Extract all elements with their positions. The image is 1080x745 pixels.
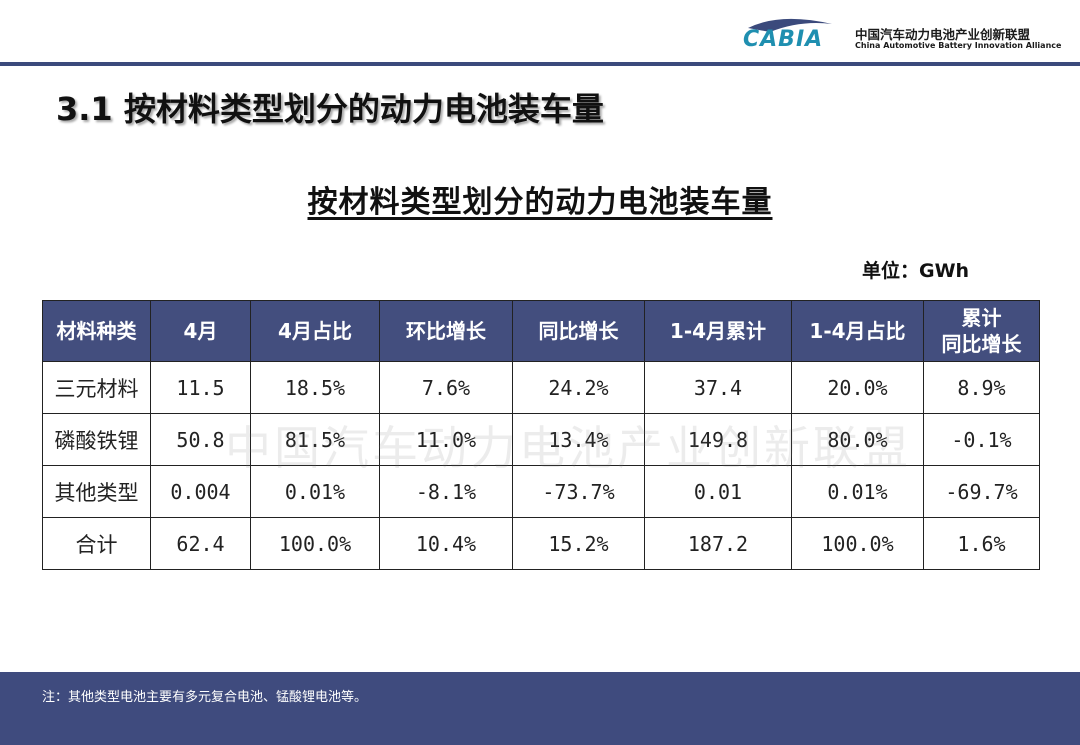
table-cell: 18.5%: [250, 361, 380, 414]
header-cell-line: 同比增长: [941, 332, 1022, 356]
header-cell: 1-4月累计: [644, 300, 792, 362]
table-cell: 100.0%: [791, 517, 924, 570]
row-label: 磷酸铁锂: [42, 413, 151, 466]
header-cell: 累计 同比增长: [923, 300, 1040, 362]
table-cell: 187.2: [644, 517, 792, 570]
table-cell: -69.7%: [923, 465, 1040, 518]
table-cell: 149.8: [644, 413, 792, 466]
unit-label: 单位：GWh: [862, 260, 970, 282]
table-cell: -73.7%: [512, 465, 645, 518]
table-cell: 80.0%: [791, 413, 924, 466]
header-cell: 环比增长: [379, 300, 513, 362]
table-cell: 50.8: [150, 413, 251, 466]
table-cell: 0.01%: [250, 465, 380, 518]
table-cell: 0.004: [150, 465, 251, 518]
table-cell: 11.0%: [379, 413, 513, 466]
table-cell: 20.0%: [791, 361, 924, 414]
header-cell-line: 累计: [961, 306, 1002, 330]
cabia-logo-icon: [748, 18, 832, 32]
table-row: 磷酸铁锂 50.8 81.5% 11.0% 13.4% 149.8 80.0% …: [42, 413, 1040, 466]
battery-data-table: 材料种类 4月 4月占比 环比增长 同比增长 1-4月累计 1-4月占比 累计 …: [42, 300, 1040, 570]
table-cell: 10.4%: [379, 517, 513, 570]
header: [0, 0, 1080, 62]
header-cell: 1-4月占比: [791, 300, 924, 362]
row-label: 其他类型: [42, 465, 151, 518]
table-cell: 0.01%: [791, 465, 924, 518]
table-cell: 7.6%: [379, 361, 513, 414]
logo-text: CABIA: [743, 27, 824, 52]
header-cell: 同比增长: [512, 300, 645, 362]
table-cell: 11.5: [150, 361, 251, 414]
header-cell: 4月: [150, 300, 251, 362]
table-cell: 0.01: [644, 465, 792, 518]
table-cell: 13.4%: [512, 413, 645, 466]
header-divider: [0, 62, 1080, 66]
table-cell: 81.5%: [250, 413, 380, 466]
header-cell: 4月占比: [250, 300, 380, 362]
table-cell: 8.9%: [923, 361, 1040, 414]
table-row: 其他类型 0.004 0.01% -8.1% -73.7% 0.01 0.01%…: [42, 465, 1040, 518]
table-row: 合计 62.4 100.0% 10.4% 15.2% 187.2 100.0% …: [42, 517, 1040, 570]
table-title: 按材料类型划分的动力电池装车量: [307, 185, 773, 220]
header-cell: 材料种类: [42, 300, 151, 362]
footnote: 注：其他类型电池主要有多元复合电池、锰酸锂电池等。: [42, 690, 368, 705]
table-cell: -8.1%: [379, 465, 513, 518]
org-name-cn: 中国汽车动力电池产业创新联盟: [855, 27, 1031, 42]
table-cell: 24.2%: [512, 361, 645, 414]
table-header-row: 材料种类 4月 4月占比 环比增长 同比增长 1-4月累计 1-4月占比 累计 …: [42, 300, 1040, 362]
table-row: 三元材料 11.5 18.5% 7.6% 24.2% 37.4 20.0% 8.…: [42, 361, 1040, 414]
table-cell: -0.1%: [923, 413, 1040, 466]
row-label: 合计: [42, 517, 151, 570]
table-cell: 15.2%: [512, 517, 645, 570]
org-name-en: China Automotive Battery Innovation Alli…: [855, 41, 1062, 50]
row-label: 三元材料: [42, 361, 151, 414]
table-cell: 100.0%: [250, 517, 380, 570]
footer-band: [0, 672, 1080, 745]
page-title: 3.1 按材料类型划分的动力电池装车量: [56, 90, 604, 128]
table-cell: 62.4: [150, 517, 251, 570]
table-cell: 37.4: [644, 361, 792, 414]
table-cell: 1.6%: [923, 517, 1040, 570]
